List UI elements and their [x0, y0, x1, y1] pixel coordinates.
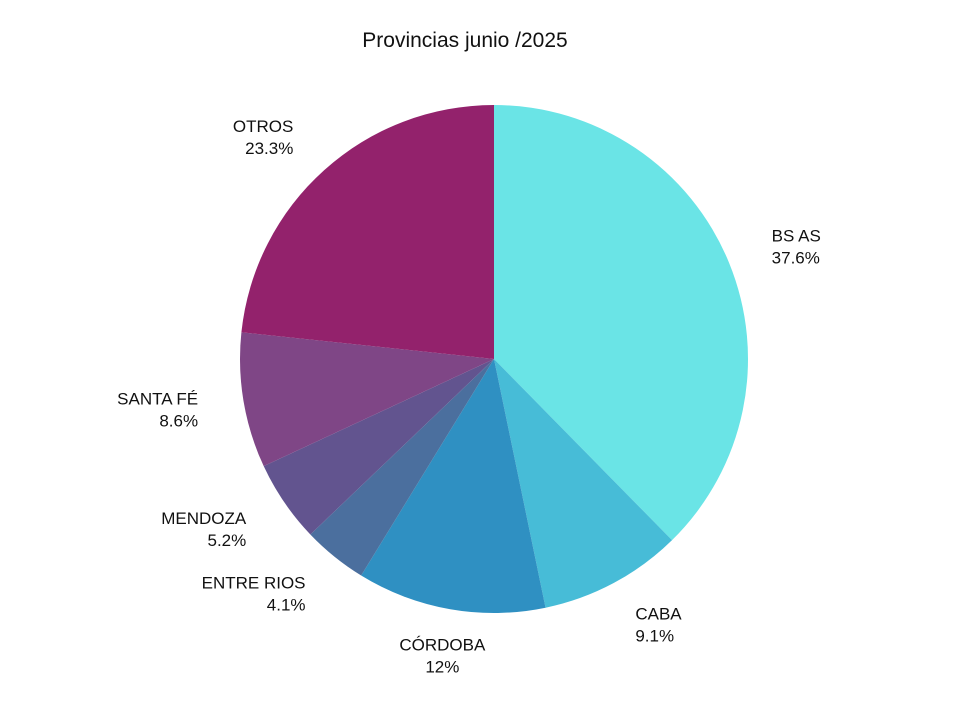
pie-slice-entre-rios: [310, 359, 494, 576]
slice-label-cordoba: CÓRDOBA: [399, 636, 486, 655]
pie-slice-mendoza: [263, 359, 494, 535]
pie-slice-santa-fe: [239, 332, 494, 467]
slice-value-otros: 23.3%: [245, 139, 293, 158]
slice-value-entre-rios: 4.1%: [267, 595, 306, 614]
pie-slice-bs-as: [494, 105, 748, 541]
slice-labels: BS AS 37.6% CABA 9.1% CÓRDOBA 12% ENTRE RIOS 4.…: [117, 117, 821, 677]
pie-slice-otros: [241, 105, 494, 359]
slice-value-santa-fe: 8.6%: [159, 411, 198, 430]
slice-label-caba: CABA: [635, 605, 682, 624]
slice-value-mendoza: 5.2%: [207, 531, 246, 550]
pie-slice-cordoba: [361, 359, 546, 613]
pie-slice-caba: [494, 359, 673, 608]
pie-slices: [239, 105, 748, 613]
slice-label-entre-rios: ENTRE RIOS: [202, 573, 306, 592]
slice-value-caba: 9.1%: [635, 627, 674, 646]
slice-label-mendoza: MENDOZA: [161, 509, 247, 528]
slice-value-bs-as: 37.6%: [772, 248, 820, 267]
slice-label-otros: OTROS: [233, 117, 293, 136]
slice-label-bs-as: BS AS: [772, 226, 821, 245]
chart-title: Provincias junio /2025: [362, 29, 567, 52]
slice-label-santa-fe: SANTA FÉ: [117, 389, 198, 408]
slice-value-cordoba: 12%: [425, 658, 459, 677]
